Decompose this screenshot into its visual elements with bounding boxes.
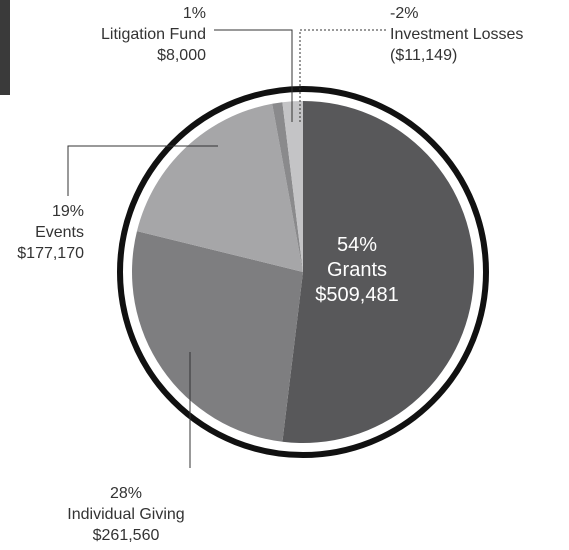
category-label: Grants <box>326 259 388 281</box>
leaders <box>67 29 386 468</box>
pie-slice <box>136 103 303 272</box>
leader-line <box>299 29 386 122</box>
side-tab <box>0 0 10 95</box>
category-label: Litigation Fund <box>101 26 206 43</box>
amount-label: ($11,149) <box>390 47 458 64</box>
percent-label: 28% <box>109 485 143 502</box>
amount-label: $8,000 <box>157 47 206 64</box>
slice-label: 28% Individual Giving $261,560 <box>40 483 212 546</box>
slice-label: 19% Events $177,170 <box>0 201 84 264</box>
pie-slice <box>131 231 303 442</box>
amount-label: $177,170 <box>17 245 84 262</box>
amount-label: $261,560 <box>92 527 160 544</box>
category-label: Events <box>35 224 84 241</box>
slice-label: -2% Investment Losses ($11,149) <box>390 3 569 66</box>
pie-slice <box>282 101 303 272</box>
percent-label: 54% <box>336 234 378 256</box>
pie-ring <box>117 86 489 458</box>
pie-slice <box>272 102 303 272</box>
category-label: Individual Giving <box>67 506 185 523</box>
percent-label: 19% <box>51 203 84 220</box>
category-label: Investment Losses <box>390 26 524 43</box>
leader-line <box>214 29 293 122</box>
percent-label: -2% <box>390 5 419 22</box>
leader-line <box>67 145 218 196</box>
slice-label: 1% Litigation Fund $8,000 <box>100 3 206 66</box>
slices <box>131 101 474 443</box>
slice-label: 54% Grants $509,481 <box>280 233 434 308</box>
percent-label: 1% <box>182 5 206 22</box>
pie-slice <box>282 101 474 443</box>
amount-label: $509,481 <box>315 284 399 306</box>
